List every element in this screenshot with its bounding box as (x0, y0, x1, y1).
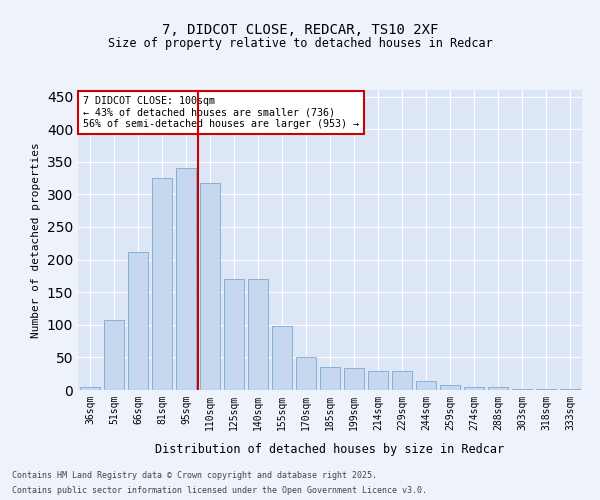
Bar (80, 386, 100, 390)
Bar (200, 182, 220, 390)
Text: Size of property relative to detached houses in Redcar: Size of property relative to detached ho… (107, 38, 493, 51)
Bar (368, 371, 388, 390)
Text: Contains public sector information licensed under the Open Government Licence v3: Contains public sector information licen… (12, 486, 427, 495)
Bar (224, 279, 244, 390)
Bar (440, 385, 460, 390)
Bar (296, 358, 316, 390)
Bar (104, 320, 124, 390)
Bar (416, 381, 436, 390)
Bar (392, 371, 412, 390)
Bar (320, 367, 340, 390)
Y-axis label: Number of detached properties: Number of detached properties (31, 142, 41, 338)
Bar (344, 368, 364, 390)
Text: 7 DIDCOT CLOSE: 100sqm
← 43% of detached houses are smaller (736)
56% of semi-de: 7 DIDCOT CLOSE: 100sqm ← 43% of detached… (83, 96, 359, 129)
Bar (512, 388, 532, 390)
Bar (272, 326, 292, 390)
Text: Contains HM Land Registry data © Crown copyright and database right 2025.: Contains HM Land Registry data © Crown c… (12, 471, 377, 480)
Bar (152, 178, 172, 390)
Bar (464, 386, 484, 390)
Text: 7, DIDCOT CLOSE, REDCAR, TS10 2XF: 7, DIDCOT CLOSE, REDCAR, TS10 2XF (162, 22, 438, 36)
Bar (176, 168, 196, 390)
Text: Distribution of detached houses by size in Redcar: Distribution of detached houses by size … (155, 442, 505, 456)
Bar (488, 386, 508, 390)
Bar (128, 252, 148, 390)
Bar (248, 279, 268, 390)
